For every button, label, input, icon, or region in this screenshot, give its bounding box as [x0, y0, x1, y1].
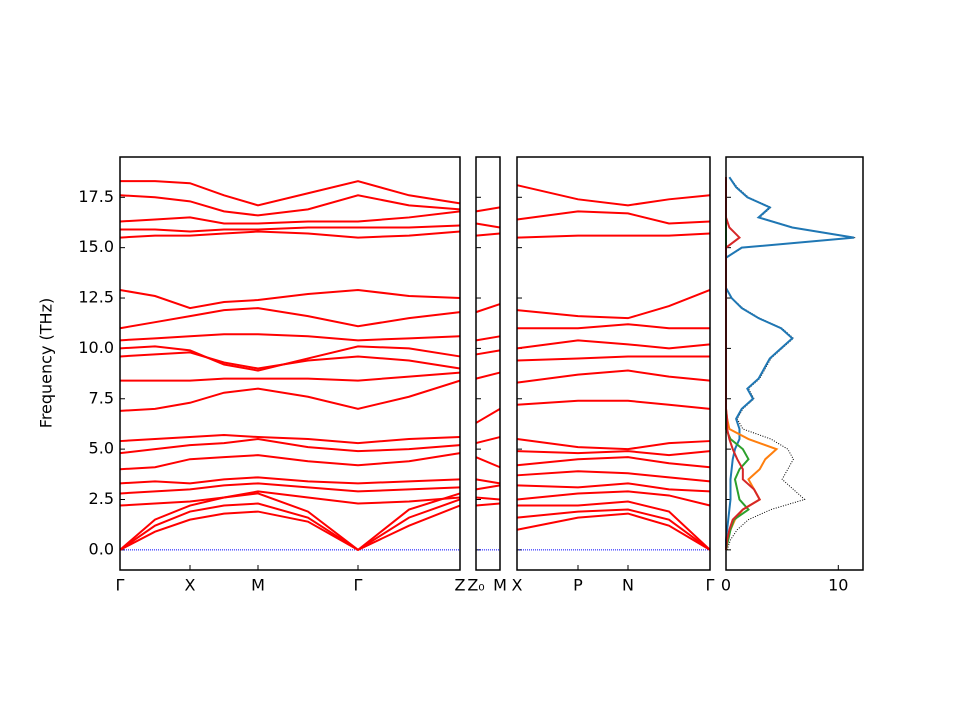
band	[516, 512, 711, 551]
band	[119, 492, 461, 552]
x-tick-label: Γ	[354, 576, 363, 595]
band	[119, 210, 461, 225]
y-tick-label: 12.5	[78, 288, 114, 307]
x-tick-label: X	[512, 576, 523, 595]
x-tick-label: Γ	[706, 576, 715, 595]
band	[516, 508, 711, 551]
band	[119, 438, 461, 455]
band	[516, 456, 711, 469]
y-tick-label: 0.0	[89, 539, 114, 558]
band	[516, 184, 711, 207]
x-tick-label: P	[573, 576, 583, 595]
band	[119, 452, 461, 471]
x-tick-label: N	[622, 576, 634, 595]
plot-frame	[475, 156, 501, 571]
band	[119, 288, 461, 310]
band	[475, 478, 501, 485]
y-tick-label: 2.5	[89, 489, 114, 508]
band	[475, 371, 501, 380]
band	[119, 490, 461, 507]
y-tick-label: 7.5	[89, 388, 114, 407]
x-tick-label: X	[185, 576, 196, 595]
band	[119, 504, 461, 551]
band	[119, 379, 461, 412]
band	[119, 498, 461, 552]
y-tick-label: 15.0	[78, 237, 114, 256]
y-tick-label: 10.0	[78, 338, 114, 357]
band	[517, 323, 710, 330]
plot-frame	[119, 156, 461, 571]
band	[516, 438, 711, 451]
y-axis-label: Frequency (THz)	[37, 298, 56, 428]
band	[517, 500, 711, 551]
x-tick-label: 0	[721, 576, 731, 595]
band	[475, 303, 501, 314]
band	[516, 399, 711, 410]
band	[516, 482, 711, 493]
band	[475, 335, 501, 342]
dos-line	[725, 177, 750, 551]
band	[120, 180, 461, 207]
band	[475, 502, 501, 507]
band	[516, 289, 711, 320]
band	[475, 456, 501, 469]
x-tick-label: M	[493, 576, 507, 595]
x-tick-label: 10	[828, 576, 848, 595]
x-tick-label: Γ	[116, 576, 125, 595]
band	[120, 371, 461, 382]
band	[475, 407, 501, 424]
band	[516, 490, 711, 507]
x-tick-label: Z₀	[467, 576, 484, 595]
band	[516, 232, 711, 239]
band	[119, 351, 461, 370]
plot-frame	[725, 156, 864, 571]
band	[119, 482, 461, 495]
band	[516, 450, 711, 457]
band	[119, 476, 461, 485]
dos-line	[725, 176, 855, 550]
band	[516, 369, 711, 384]
band	[119, 333, 461, 342]
band	[119, 307, 461, 330]
band	[475, 349, 501, 356]
band	[475, 496, 501, 501]
band	[475, 484, 501, 491]
band	[475, 206, 501, 213]
band	[516, 470, 711, 483]
band	[516, 355, 710, 362]
dos-line	[725, 176, 856, 551]
band	[120, 224, 461, 233]
band	[516, 339, 711, 350]
band	[475, 222, 501, 229]
band	[119, 194, 461, 217]
band	[516, 210, 711, 225]
band	[475, 232, 501, 237]
band	[119, 345, 461, 372]
band	[119, 230, 461, 239]
plot-frame	[516, 156, 711, 571]
y-tick-label: 17.5	[78, 187, 114, 206]
band	[475, 436, 501, 445]
x-tick-label: M	[251, 576, 265, 595]
band	[119, 434, 461, 445]
y-tick-label: 5.0	[89, 439, 114, 458]
x-tick-label: Z	[455, 576, 466, 595]
